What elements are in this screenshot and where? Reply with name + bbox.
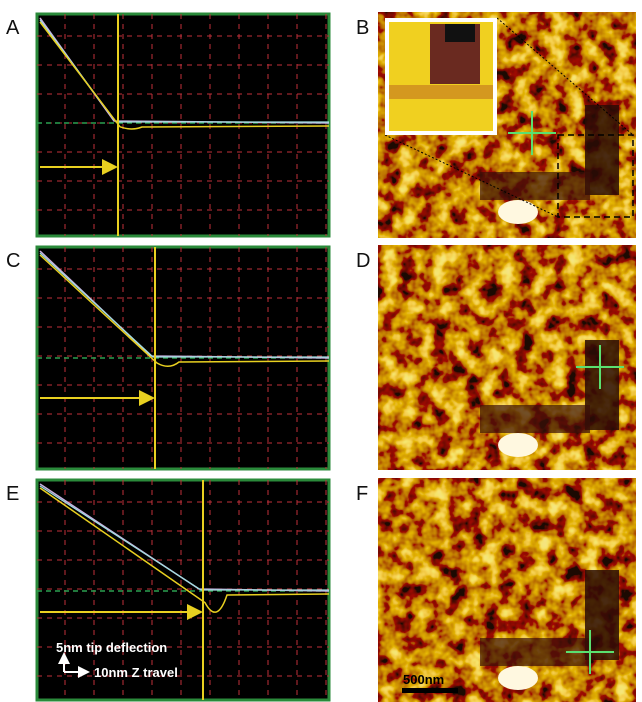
- panel-label: E: [6, 483, 19, 505]
- hole: [585, 105, 619, 195]
- panel-label: B: [356, 17, 369, 39]
- hole: [480, 405, 590, 433]
- particle: [498, 666, 538, 690]
- panel-label: F: [356, 483, 368, 505]
- scale-bar: [402, 688, 458, 693]
- retract-curve: [39, 252, 329, 358]
- deflection-scale: 5nm tip deflection: [56, 640, 167, 655]
- panel-label: A: [6, 17, 20, 39]
- length-scale: 500nm: [403, 672, 444, 687]
- afm-image: [378, 245, 636, 470]
- particle: [498, 200, 538, 224]
- approach-curve: [39, 21, 330, 130]
- retract-curve: [39, 485, 329, 591]
- approach-curve: [39, 487, 330, 613]
- zoom-line: [496, 17, 634, 136]
- panel-label: D: [356, 250, 370, 272]
- hole: [480, 172, 590, 200]
- hole: [585, 340, 619, 430]
- particle: [498, 433, 538, 457]
- inset-hole: [445, 24, 475, 42]
- inset-band: [389, 85, 493, 99]
- travel-scale: 10nm Z travel: [94, 665, 178, 680]
- afm-image: [378, 478, 636, 702]
- zoom-box: [557, 134, 634, 218]
- plot-area: [35, 12, 331, 238]
- approach-curve: [39, 254, 330, 367]
- panel-label: C: [6, 250, 20, 272]
